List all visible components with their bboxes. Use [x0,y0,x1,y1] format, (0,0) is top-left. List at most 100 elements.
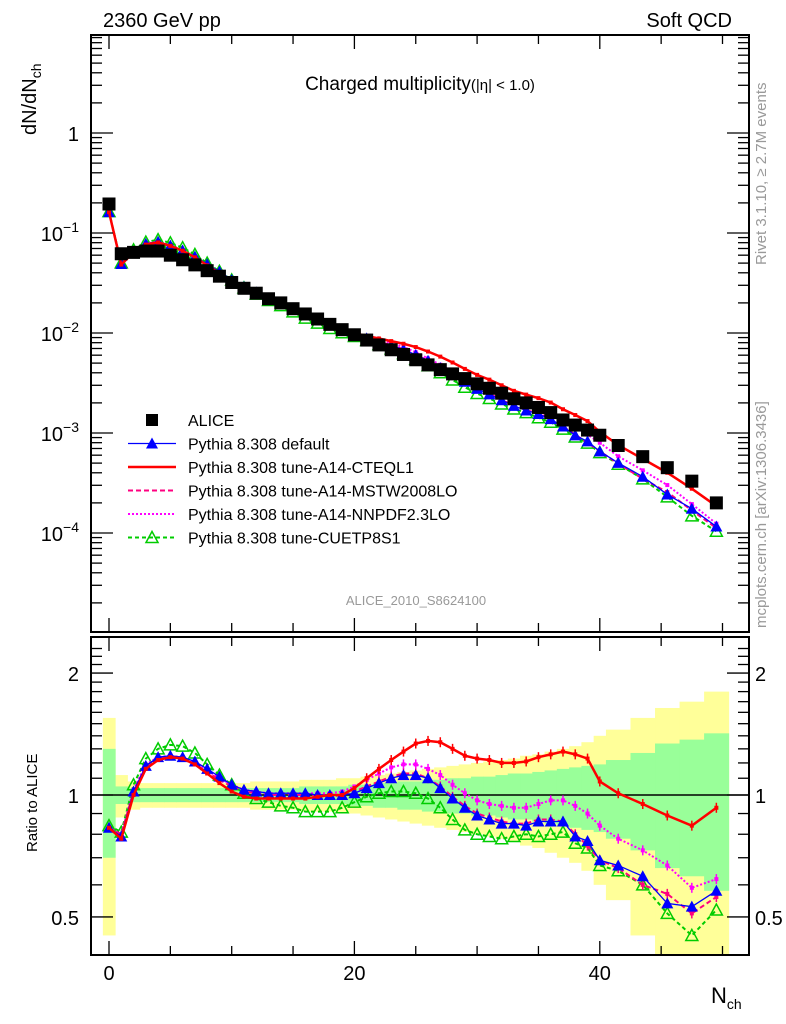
ratio-point [709,902,724,916]
ratio-point [359,789,374,803]
data-point [544,406,558,420]
ratio-point [340,793,345,797]
ratio-point [581,834,594,846]
ratio-point [127,785,140,797]
legend-marker [146,414,158,426]
ratio-point [573,803,578,808]
ratio-point [261,794,276,808]
data-point [298,307,312,321]
ratio-point [401,762,406,767]
ratio-point [483,813,496,825]
ratio-point [597,779,602,784]
inner-uncertainty-band [581,765,595,830]
ratio-point [334,800,350,814]
data-point [274,296,288,310]
data-point [396,347,410,361]
ratio-point [636,870,649,882]
ratio-point [524,805,529,810]
data-point [347,328,361,342]
ratio-point [348,787,361,799]
data-point [323,317,337,331]
ratio-point [241,794,246,799]
ratio-point [507,817,520,829]
ratio-point [511,760,516,765]
data-point [127,245,141,259]
data-point [636,470,649,482]
ratio-point [616,836,621,841]
ratio-point [372,777,385,789]
y-axis-label-sub: ch [28,64,44,79]
ratio-point [689,823,694,828]
inner-uncertainty-band [655,743,681,869]
ratio-point [593,854,606,866]
data-point [102,197,116,211]
ratio-point [531,828,546,843]
ratio-point [420,790,436,805]
data-point [225,275,239,289]
data-point [612,456,625,468]
rivet-label: Rivet 3.1.10, ≥ 2.7M events [753,83,770,266]
ratio-point [225,778,238,790]
ratio-point [555,824,571,838]
data-point [119,262,124,267]
legend-label: ALICE [188,413,234,430]
legend-marker [144,529,160,544]
ratio-y-tick-label-right: 2 [755,664,766,686]
ratio-plot-area [102,691,730,954]
ratio-point [536,755,541,760]
ratio-point [450,746,455,751]
ratio-point [506,828,522,843]
ratio-point [396,783,411,798]
data-point [636,450,650,464]
ratio-point [180,756,185,761]
data-point [519,396,533,410]
ratio-y-tick-label: 2 [68,664,79,686]
data-point [450,360,455,365]
ratio-point [475,798,480,803]
header-right: Soft QCD [646,10,732,32]
y-tick-label: 10−3 [41,419,79,446]
ratio-point [287,787,300,799]
main-axis-ticks [91,35,749,632]
ratio-point [585,811,590,816]
ratio-series-cteql1 [107,735,719,841]
data-point [487,377,492,382]
ratio-point [462,791,467,796]
ratio-point [408,785,424,799]
ratio-point [168,755,173,760]
ratio-point [438,773,443,778]
data-point [499,383,504,388]
data-point [524,392,529,397]
ratio-point [640,848,645,853]
data-point [665,483,670,488]
ratio-y-tick-label: 1 [68,786,79,808]
ratio-y-axis-label: Ratio to ALICE [24,754,41,852]
ratio-point [107,825,111,830]
data-point [556,413,570,427]
ratio-point [665,891,670,896]
data-point [438,354,443,359]
ratio-point [660,905,675,920]
ratio-point [689,911,694,916]
data-point [660,461,674,475]
data-point [640,468,645,473]
data-point [685,502,698,514]
ratio-point [665,863,670,868]
ratio-point [640,802,645,807]
data-point [470,377,484,391]
data-point [689,486,694,491]
ratio-axis-ticks [91,637,749,955]
inner-uncertainty-band [679,739,705,877]
ratio-point [315,794,320,799]
ratio-point [229,789,234,794]
data-point [709,496,723,510]
data-point [372,338,386,352]
ratio-point [371,785,387,799]
ratio-point [409,769,422,781]
data-point [520,404,533,416]
legend-marker [146,437,158,449]
data-point [384,343,398,357]
ratio-point [217,781,222,786]
data-point [611,438,625,452]
